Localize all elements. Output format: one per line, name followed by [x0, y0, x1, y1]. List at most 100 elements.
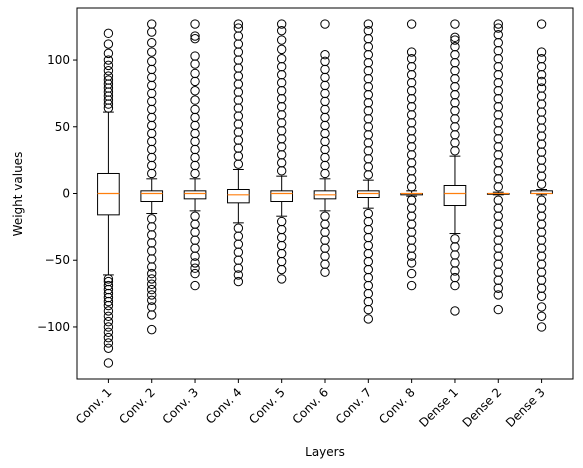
outlier-point	[190, 31, 200, 41]
outlier-point	[536, 47, 547, 57]
outlier-point	[103, 332, 114, 343]
outlier-point	[103, 327, 114, 337]
y-tick-label: −100	[37, 320, 70, 334]
outlier-point	[147, 268, 157, 279]
outlier-point	[276, 274, 287, 284]
box-dense-1	[443, 19, 467, 316]
outlier-point	[147, 284, 157, 295]
outlier-point	[450, 32, 460, 43]
box-conv-2	[140, 19, 164, 335]
outlier-point	[190, 51, 200, 61]
box-iqr	[227, 188, 250, 204]
box-conv-7	[356, 19, 380, 324]
box-iqr	[97, 172, 120, 216]
box-conv-4	[227, 19, 250, 287]
outlier-point	[320, 19, 330, 29]
box-iqr	[356, 190, 380, 199]
outlier-point	[103, 48, 114, 59]
box-conv-3	[183, 19, 207, 291]
box-dense-3	[530, 19, 553, 332]
outlier-point	[276, 264, 287, 275]
outlier-point	[450, 266, 460, 276]
y-axis-label: Weight values	[11, 152, 25, 237]
outlier-point	[406, 258, 417, 268]
outlier-point	[147, 279, 157, 289]
outlier-point	[103, 75, 114, 85]
outlier-point	[536, 19, 547, 29]
outlier-point	[103, 39, 114, 49]
outlier-point	[536, 291, 547, 301]
outlier-point	[320, 56, 330, 67]
outlier-point	[406, 268, 417, 279]
outlier-point	[493, 290, 503, 300]
y-tick-label: 50	[55, 120, 70, 134]
outlier-point	[406, 19, 417, 29]
y-tick-label: 0	[62, 187, 70, 201]
outlier-point	[536, 311, 547, 321]
box-iqr	[140, 190, 164, 203]
outlier-point	[493, 283, 503, 293]
outlier-point	[103, 338, 114, 348]
plot-content	[97, 19, 553, 368]
outlier-point	[147, 310, 157, 320]
outlier-point	[493, 19, 503, 29]
box-iqr	[270, 190, 294, 203]
outlier-point	[233, 276, 244, 287]
outlier-point	[536, 76, 547, 87]
outlier-point	[190, 33, 200, 44]
outlier-point	[406, 280, 417, 291]
outlier-point	[363, 19, 374, 29]
outlier-point	[536, 322, 547, 332]
outlier-point	[363, 25, 374, 36]
outlier-point	[276, 54, 287, 64]
outlier-point	[147, 324, 157, 335]
box-dense-2	[486, 19, 510, 315]
outlier-point	[147, 56, 157, 67]
outlier-point	[103, 300, 114, 311]
box-conv-8	[400, 19, 423, 291]
outlier-point	[103, 343, 114, 354]
outlier-point	[147, 47, 157, 57]
outlier-point	[276, 19, 287, 29]
outlier-point	[190, 19, 200, 29]
outlier-point	[190, 86, 200, 96]
outlier-point	[233, 19, 244, 29]
outlier-point	[406, 47, 417, 57]
outlier-point	[363, 304, 374, 315]
outlier-point	[233, 270, 244, 280]
outlier-point	[406, 251, 417, 261]
outlier-point	[103, 306, 114, 316]
outlier-point	[536, 83, 547, 93]
outlier-point	[450, 19, 460, 29]
outlier-point	[320, 50, 330, 60]
outlier-point	[190, 251, 200, 261]
outlier-point	[147, 19, 157, 29]
y-axis: −100 −50 0 50 100	[37, 53, 77, 334]
outlier-point	[103, 28, 114, 39]
outlier-point	[493, 29, 503, 40]
outlier-point	[363, 314, 374, 324]
box-conv-5	[270, 19, 294, 284]
outlier-point	[276, 35, 287, 45]
outlier-point	[450, 306, 460, 316]
outlier-point	[190, 258, 200, 268]
box-conv-6	[313, 19, 337, 277]
x-axis-label: Layers	[305, 445, 345, 459]
y-tick-label: 100	[47, 53, 70, 67]
outlier-point	[190, 104, 200, 115]
outlier-point	[190, 263, 200, 273]
outlier-point	[103, 55, 114, 65]
outlier-point	[276, 44, 287, 55]
outlier-point	[103, 316, 114, 327]
outlier-point	[233, 263, 244, 273]
y-tick-label: −50	[45, 253, 70, 267]
outlier-point	[103, 358, 114, 368]
outlier-point	[147, 274, 157, 284]
outlier-point	[406, 54, 417, 64]
outlier-point	[190, 68, 200, 79]
outlier-point	[103, 71, 114, 81]
outlier-point	[450, 42, 460, 52]
outlier-point	[276, 25, 287, 36]
